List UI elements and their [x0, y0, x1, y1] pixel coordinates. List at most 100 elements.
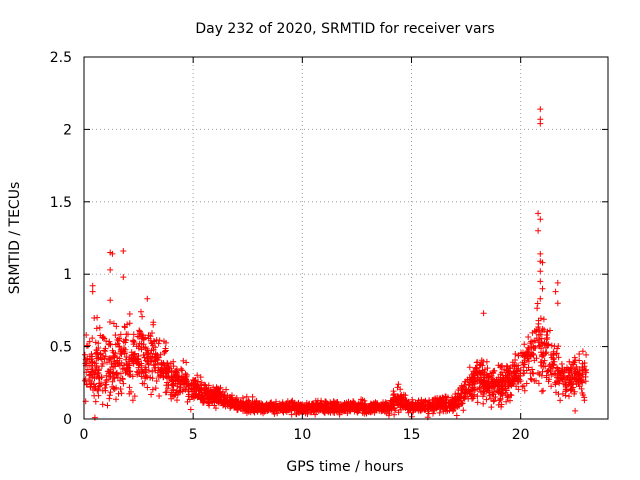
data-point: [129, 352, 135, 359]
data-point: [474, 386, 481, 393]
data-point: [328, 406, 335, 413]
data-point: [576, 351, 583, 357]
data-point: [91, 360, 98, 367]
data-point: [353, 407, 360, 414]
data-point: [567, 365, 574, 372]
data-point: [322, 398, 329, 405]
data-point: [490, 398, 497, 405]
data-point: [172, 377, 179, 384]
data-point: [209, 393, 216, 400]
data-point: [205, 400, 212, 407]
data-point: [104, 359, 110, 366]
data-point: [537, 120, 544, 127]
data-point: [502, 385, 509, 392]
data-point: [259, 403, 266, 409]
data-point: [570, 361, 577, 368]
data-point: [548, 342, 555, 349]
data-point: [140, 344, 147, 351]
data-point: [445, 394, 451, 401]
data-point: [338, 407, 345, 414]
data-point: [149, 330, 155, 336]
data-point: [378, 408, 385, 415]
data-point: [176, 384, 183, 391]
data-point: [535, 380, 542, 387]
data-point: [527, 340, 534, 347]
data-point: [540, 387, 547, 394]
data-point: [480, 358, 487, 365]
data-point: [99, 401, 106, 408]
data-point: [460, 407, 467, 414]
data-point: [179, 367, 186, 374]
data-point: [164, 385, 171, 392]
data-point: [538, 352, 545, 359]
y-axis-label: SRMTID / TECUs: [7, 182, 23, 295]
data-point: [488, 382, 495, 389]
data-point: [571, 354, 578, 361]
data-point: [109, 250, 116, 257]
data-point: [347, 399, 354, 406]
data-point: [471, 393, 477, 400]
data-point: [528, 351, 535, 357]
data-point: [130, 331, 137, 338]
data-point: [553, 378, 560, 385]
data-point: [141, 380, 148, 387]
data-point: [481, 378, 488, 384]
data-point: [509, 377, 515, 384]
data-point: [535, 339, 542, 346]
data-point: [118, 351, 125, 358]
data-point: [230, 402, 237, 409]
data-point: [569, 374, 576, 380]
data-point: [223, 386, 230, 393]
data-point: [158, 371, 165, 378]
data-point: [530, 345, 537, 352]
data-point: [539, 368, 546, 375]
data-point: [165, 368, 172, 374]
data-point: [395, 381, 402, 388]
data-point: [507, 397, 513, 404]
data-point: [495, 381, 502, 388]
data-point: [367, 400, 374, 407]
data-point: [533, 335, 540, 342]
data-point: [443, 397, 450, 403]
ticks-layer: 0 5 10 15 20 0 0.5 1 1.5 2 2.5: [50, 50, 608, 443]
data-point: [123, 331, 130, 338]
data-point: [396, 395, 402, 402]
data-point: [367, 409, 374, 416]
data-point: [102, 348, 109, 355]
data-point: [136, 330, 143, 336]
data-point: [102, 381, 109, 388]
data-point: [525, 334, 532, 340]
data-point: [563, 367, 570, 374]
data-point: [472, 364, 479, 371]
data-point: [289, 405, 296, 412]
data-point: [140, 334, 147, 341]
data-point: [371, 409, 378, 416]
data-point: [151, 353, 158, 360]
data-point: [298, 402, 305, 409]
data-point: [519, 383, 526, 390]
data-point: [441, 405, 448, 412]
data-point: [397, 386, 404, 393]
data-point: [521, 387, 528, 394]
data-point: [83, 381, 90, 388]
data-point: [246, 398, 253, 405]
data-point: [260, 410, 267, 417]
data-point: [95, 374, 102, 381]
data-point: [556, 368, 562, 374]
data-point: [107, 266, 114, 273]
data-point: [513, 374, 519, 380]
data-point: [498, 403, 505, 410]
data-point: [566, 358, 573, 365]
data-point: [222, 397, 229, 404]
data-point: [541, 357, 548, 364]
data-point: [97, 354, 104, 361]
data-point: [172, 391, 179, 398]
data-point: [197, 394, 204, 401]
data-point: [112, 332, 119, 339]
data-point: [94, 351, 101, 358]
data-point: [421, 406, 428, 413]
data-point: [107, 319, 113, 325]
data-point: [329, 403, 336, 410]
data-point: [579, 348, 586, 355]
data-point: [236, 400, 243, 407]
